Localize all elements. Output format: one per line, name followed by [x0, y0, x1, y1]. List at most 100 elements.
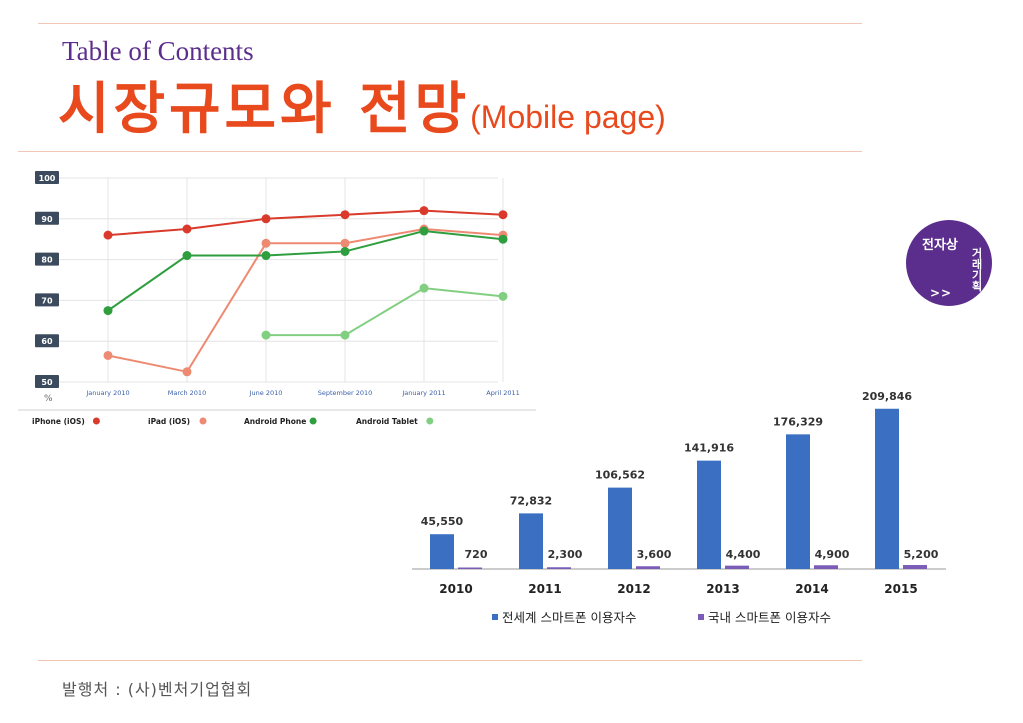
bar-value-label: 4,900 [815, 548, 850, 561]
bar-series1 [814, 565, 838, 569]
y-tick-box [35, 293, 59, 307]
bar-chart-panel: 45,550 720 2010 72,832 2,300 2011 106,562 3,600… [398, 382, 958, 632]
bar-value-label: 141,916 [684, 442, 734, 455]
bar-value-label: 106,562 [595, 469, 645, 482]
data-point [498, 291, 508, 301]
legend-label: iPhone (iOS) [32, 417, 85, 426]
badge-text-horizontal: 전자상 [922, 238, 958, 253]
data-point [261, 238, 271, 248]
x-tick-label: 2010 [439, 582, 472, 596]
bar-series0 [430, 534, 454, 569]
bar-value-label: 176,329 [773, 415, 823, 428]
x-tick-label: 2014 [795, 582, 828, 596]
y-axis-unit: % [44, 394, 53, 404]
legend-marker [492, 614, 498, 620]
x-tick-label: September 2010 [318, 389, 373, 397]
line-chart-panel: 100 90 80 70 60 50% January 2010 March 2010 June… [18, 160, 536, 430]
bar-series0 [875, 408, 899, 569]
y-tick-box [35, 171, 59, 184]
page-title: 시장규모와 전망(Mobile page) [58, 82, 666, 138]
data-point [340, 330, 350, 340]
y-tick-box [35, 252, 59, 266]
bar-value-label: 4,400 [726, 548, 761, 561]
legend-marker [309, 417, 317, 425]
data-point [182, 224, 192, 234]
bar-value-label: 3,600 [637, 548, 672, 561]
legend-marker [199, 417, 207, 425]
bar-series1 [903, 565, 927, 569]
data-point [261, 251, 271, 261]
bar-series1 [725, 565, 749, 569]
data-point [103, 306, 113, 316]
bar-value-label: 72,832 [510, 494, 552, 507]
badge-text-vertical: 거래기획 [972, 247, 983, 293]
footer-rule [38, 660, 862, 661]
footer-source: 발행처 : (사)벤처기업협회 [62, 680, 253, 699]
bar-series0 [608, 487, 632, 569]
x-tick-label: January 2010 [85, 389, 129, 397]
bar-value-label: 5,200 [904, 548, 939, 561]
page-title-sub: (Mobile page) [470, 99, 666, 135]
legend-marker [92, 417, 100, 425]
y-tick-label: 70 [41, 296, 53, 305]
series-line-3 [266, 287, 504, 337]
data-point [498, 234, 508, 244]
legend-label: 국내 스마트폰 이용자수 [708, 610, 831, 625]
x-tick-label: June 2010 [249, 389, 283, 397]
legend-label: Android Phone [244, 417, 306, 426]
section-subtitle: Table of Contents [62, 36, 254, 66]
bar-value-label: 720 [465, 548, 488, 561]
bar-chart: 45,550 720 2010 72,832 2,300 2011 106,562 3,600… [412, 390, 946, 625]
line-chart: 100 90 80 70 60 50% January 2010 March 2010 June… [18, 171, 536, 426]
legend-marker [426, 417, 434, 425]
y-tick-label: 60 [41, 337, 53, 346]
series-line-2 [107, 230, 504, 312]
x-tick-label: 2013 [706, 582, 739, 596]
data-point [340, 238, 350, 248]
data-point [182, 251, 192, 261]
bar-series1 [547, 567, 571, 569]
x-tick-label: January 2011 [401, 389, 445, 397]
y-tick-label: 90 [41, 215, 53, 224]
data-point [340, 246, 350, 256]
data-point [340, 210, 350, 220]
data-point [182, 367, 192, 377]
data-point [103, 350, 113, 360]
bar-series0 [697, 460, 721, 569]
y-tick-box [35, 375, 59, 388]
legend-label: iPad (iOS) [148, 417, 190, 426]
data-point [261, 330, 271, 340]
data-point [419, 283, 429, 293]
x-tick-label: 2011 [528, 582, 561, 596]
page-title-main: 시장규모와 전망 [58, 77, 471, 142]
nav-badge[interactable]: 전자상 거래기획 >> [906, 220, 992, 306]
data-point [498, 210, 508, 220]
x-tick-label: 2015 [884, 582, 917, 596]
legend-label: 전세계 스마트폰 이용자수 [502, 610, 636, 625]
bar-value-label: 2,300 [548, 548, 583, 561]
y-tick-box [35, 334, 59, 348]
bar-series0 [519, 513, 543, 569]
x-tick-label: March 2010 [168, 389, 206, 397]
double-chevron-right-icon: >> [930, 286, 953, 300]
legend-label: Android Tablet [356, 417, 418, 426]
bar-value-label: 209,846 [862, 390, 912, 403]
y-tick-box [35, 211, 59, 225]
y-tick-label: 100 [39, 174, 56, 183]
bar-series0 [786, 434, 810, 569]
bar-series1 [636, 566, 660, 569]
data-point [419, 206, 429, 216]
series-line-0 [107, 209, 504, 237]
bar-value-label: 45,550 [421, 515, 464, 528]
x-tick-label: April 2011 [486, 389, 519, 397]
data-point [103, 230, 113, 240]
series-line-1 [107, 227, 504, 373]
y-tick-label: 50 [41, 378, 53, 387]
bar-series1 [458, 567, 482, 569]
x-tick-label: 2012 [617, 582, 650, 596]
data-point [261, 214, 271, 224]
title-rule [18, 151, 862, 152]
y-tick-label: 80 [41, 256, 53, 265]
top-rule [38, 23, 862, 24]
data-point [419, 226, 429, 236]
